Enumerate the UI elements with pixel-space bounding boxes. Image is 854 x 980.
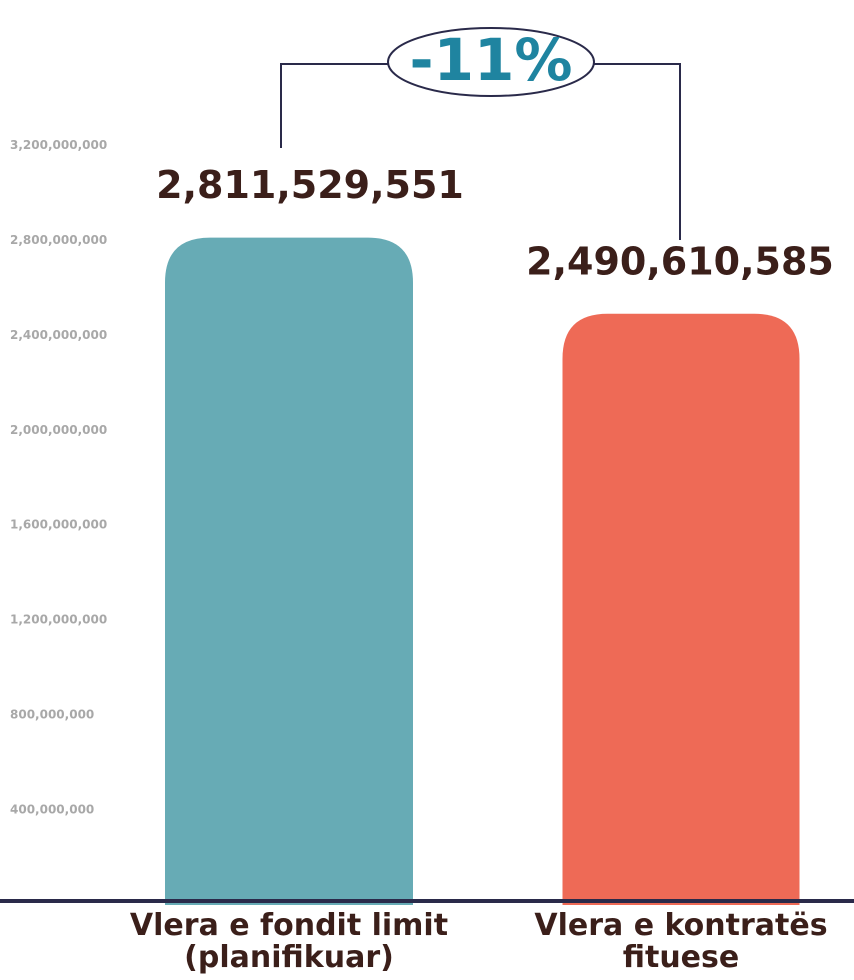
annotation: -11% — [410, 26, 573, 94]
value-label: 2,490,610,585 — [526, 239, 834, 283]
y-tick-label: 3,200,000,000 — [10, 138, 107, 152]
bracket — [280, 63, 390, 148]
y-tick-label: 2,800,000,000 — [10, 233, 107, 247]
annotation-ellipse — [387, 27, 595, 97]
y-tick-label: 1,600,000,000 — [10, 518, 107, 532]
x-tick-label: Vlera e kontratës fituese — [534, 908, 828, 975]
y-tick-label: 2,000,000,000 — [10, 423, 107, 437]
y-tick-label: 400,000,000 — [10, 803, 94, 817]
y-tick-label: 1,200,000,000 — [10, 613, 107, 627]
bracket — [593, 63, 681, 240]
x-tick-label: Vlera e fondit limit (planifikuar) — [129, 908, 449, 975]
y-tick-label: 2,400,000,000 — [10, 328, 107, 342]
value-label: 2,811,529,551 — [156, 163, 464, 207]
y-tick-label: 800,000,000 — [10, 708, 94, 722]
bar — [165, 237, 413, 906]
bar — [562, 313, 800, 905]
